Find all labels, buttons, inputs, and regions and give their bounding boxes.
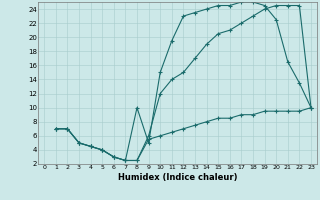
X-axis label: Humidex (Indice chaleur): Humidex (Indice chaleur): [118, 173, 237, 182]
